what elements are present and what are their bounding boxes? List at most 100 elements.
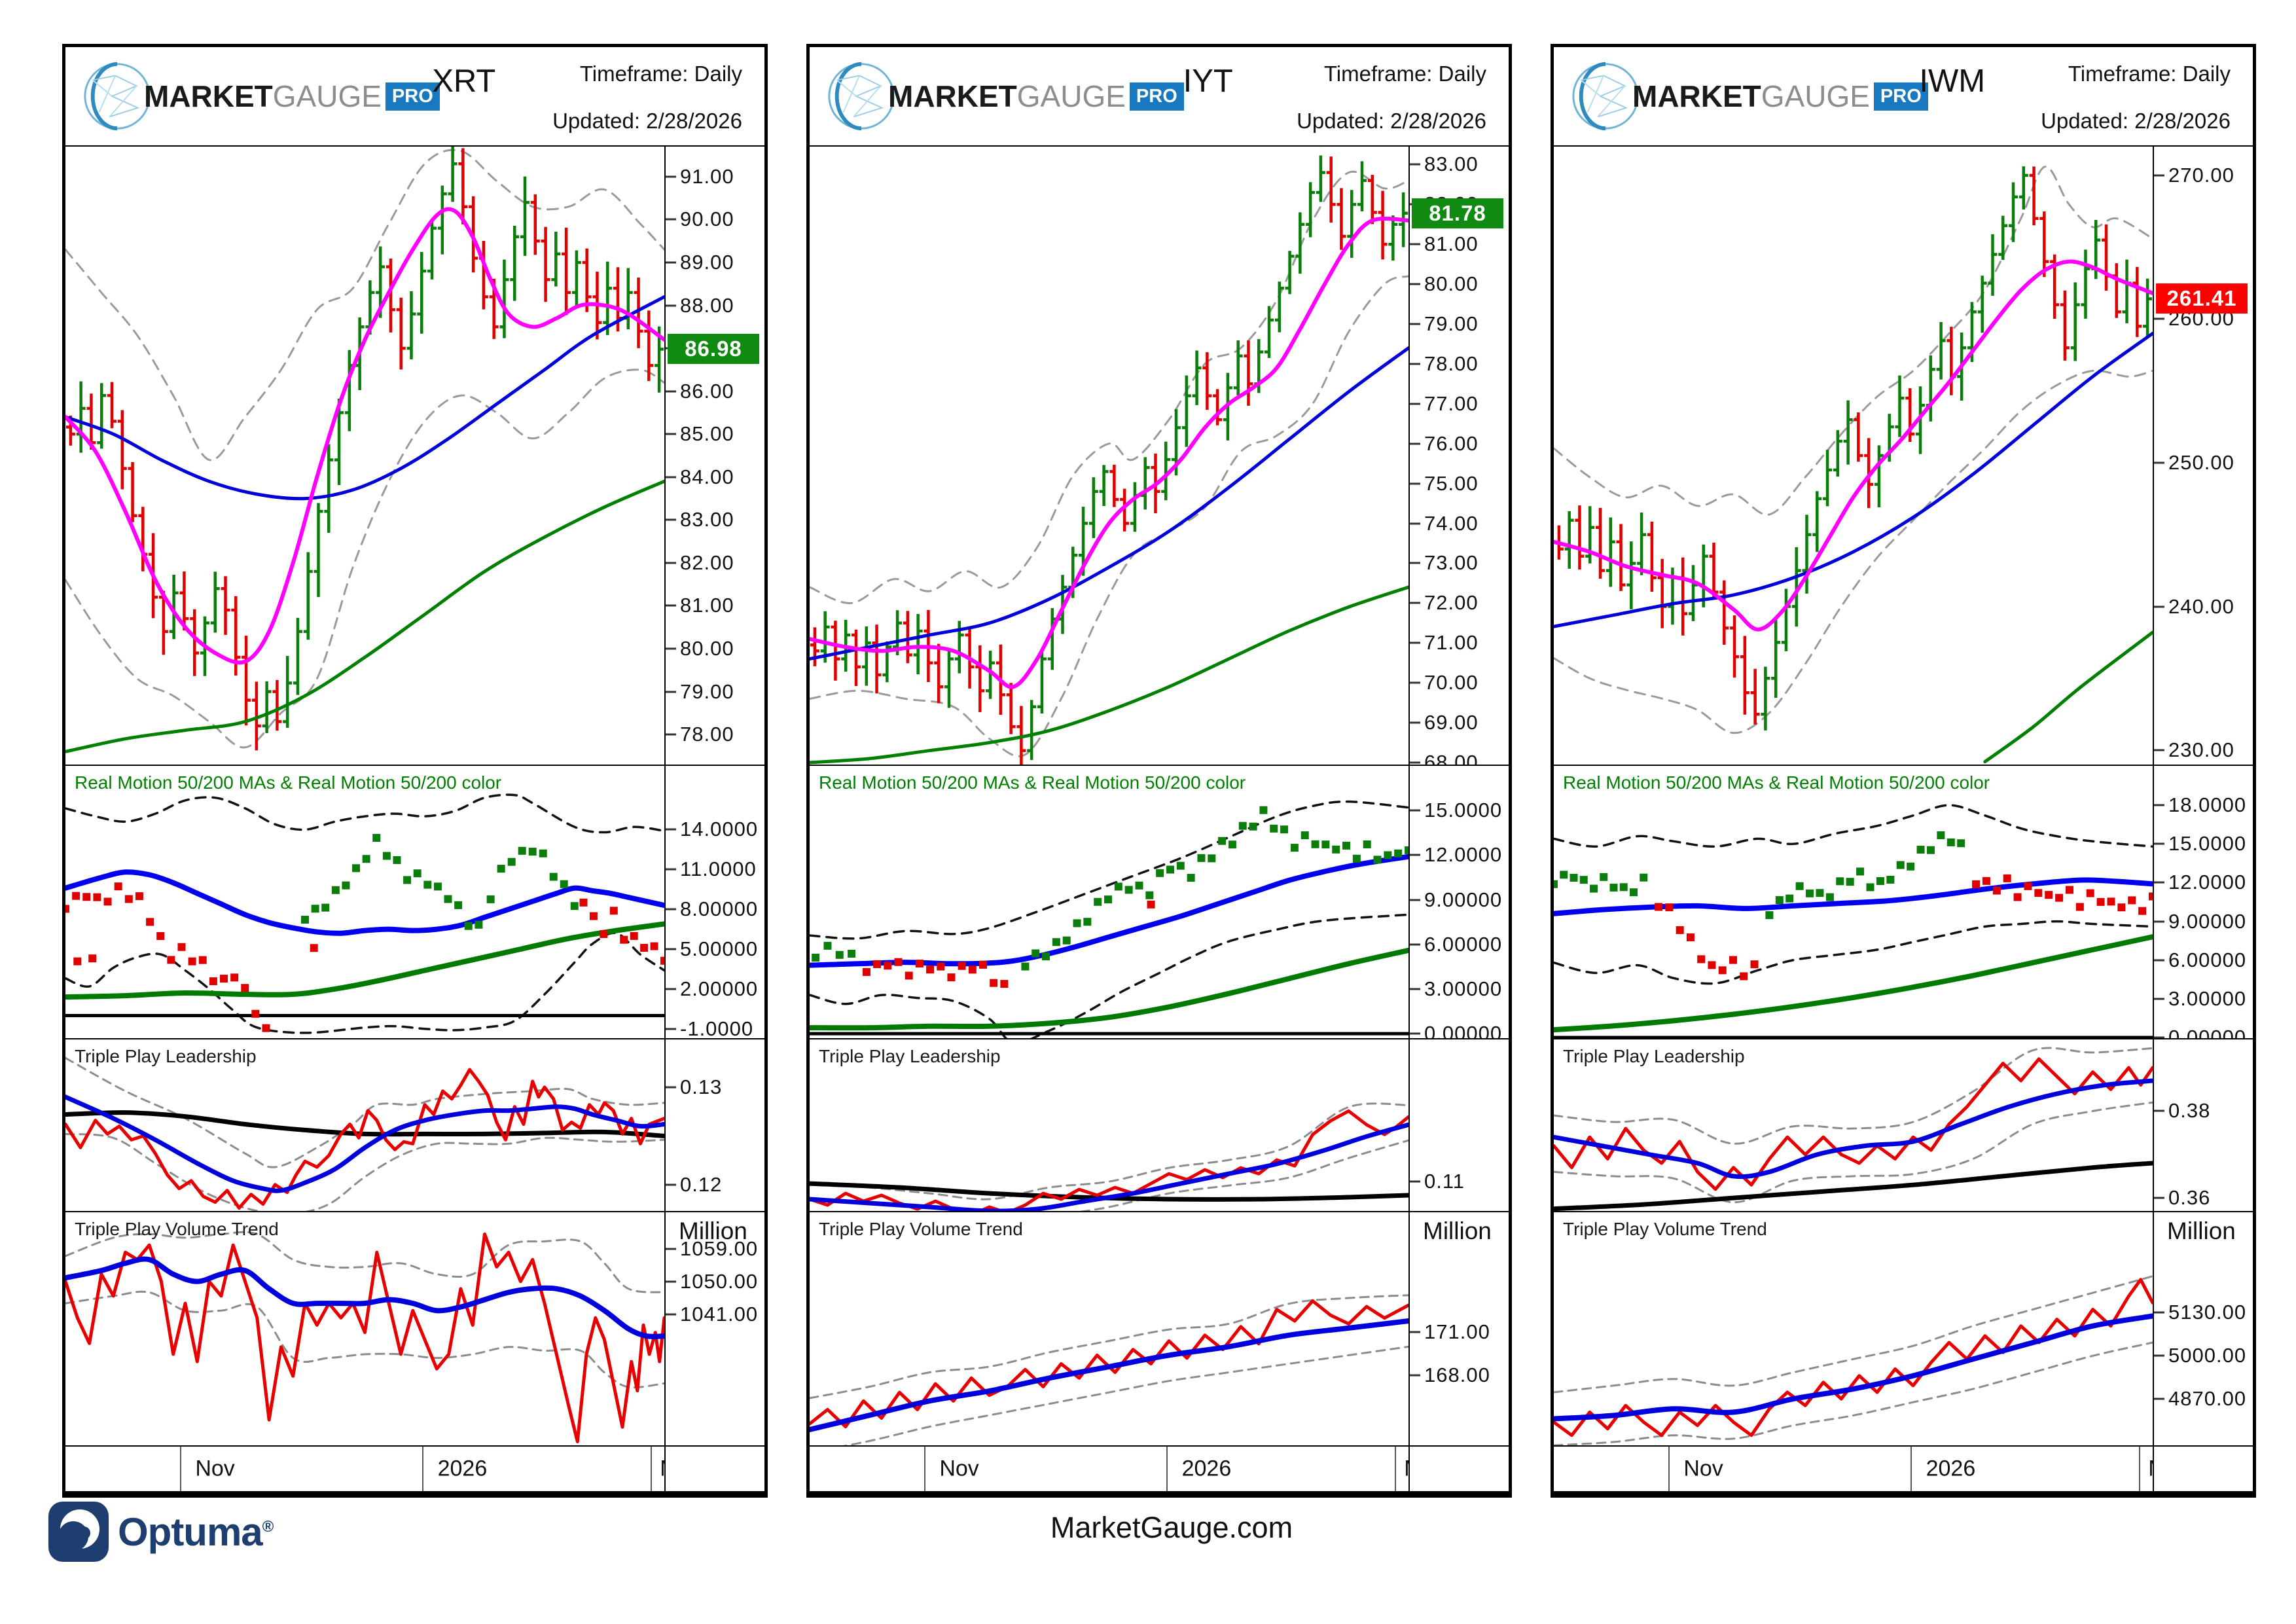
volume-canvas[interactable]: Triple Play Volume Trend bbox=[1554, 1212, 2153, 1445]
axis-tick bbox=[2154, 605, 2164, 607]
ohlc-bar bbox=[1823, 450, 1833, 507]
axis-tick bbox=[666, 868, 676, 871]
real-motion-dot bbox=[1311, 840, 1319, 848]
ohlc-bar bbox=[303, 552, 313, 640]
price-chart-canvas[interactable] bbox=[810, 147, 1408, 765]
real-motion-dot bbox=[1665, 903, 1674, 912]
axis-tick bbox=[2154, 842, 2164, 845]
axis-tick-label: 8.00000 bbox=[680, 897, 759, 921]
ohlc-bar bbox=[603, 261, 613, 335]
real-motion-canvas[interactable]: Real Motion 50/200 MAs & Real Motion 50/… bbox=[1554, 766, 2153, 1038]
real-motion-canvas[interactable]: Real Motion 50/200 MAs & Real Motion 50/… bbox=[65, 766, 664, 1038]
real-motion-dot bbox=[2013, 893, 2022, 901]
real-motion-dot bbox=[177, 943, 186, 951]
axis-tick bbox=[1410, 283, 1420, 285]
real-motion-dot bbox=[72, 892, 81, 900]
leadership-canvas[interactable]: Triple Play Leadership bbox=[65, 1039, 664, 1211]
ohlc-bar bbox=[2018, 166, 2028, 210]
real-motion-dot bbox=[1957, 839, 1965, 848]
real-motion-dot bbox=[1042, 952, 1050, 961]
ohlc-bar bbox=[179, 571, 189, 631]
axis-tick-label: 9.00000 bbox=[1424, 888, 1503, 911]
marketgauge-logo: MARKET GAUGE PRO bbox=[80, 55, 440, 137]
x-axis-label: Nov bbox=[1683, 1456, 1723, 1481]
real-motion-dot bbox=[600, 929, 608, 938]
real-motion-dot bbox=[1600, 873, 1608, 881]
axis-tick bbox=[2154, 959, 2164, 962]
leadership-axis: 0.13 0.12 bbox=[664, 1039, 764, 1211]
real-motion-dot bbox=[403, 876, 412, 884]
real-motion-dot bbox=[301, 916, 309, 924]
ohlc-bar bbox=[831, 621, 840, 681]
ohlc-bar bbox=[1006, 683, 1016, 734]
time-axis-cells: Nov 2026 Mar bbox=[810, 1447, 1408, 1491]
axis-tick-label: 5130.00 bbox=[2168, 1301, 2247, 1324]
real-motion-dot bbox=[1836, 877, 1844, 886]
real-motion-dot bbox=[1609, 883, 1618, 892]
volume-canvas[interactable]: Triple Play Volume Trend bbox=[810, 1212, 1408, 1445]
real-motion-dot bbox=[393, 856, 401, 864]
ohlc-bar bbox=[1802, 514, 1812, 594]
chart-panel-iwm: MARKET GAUGE PRO IWM Timeframe: Daily Upda… bbox=[1551, 44, 2256, 1498]
real-motion-dot bbox=[372, 834, 381, 842]
ohlc-bar bbox=[2111, 263, 2121, 318]
axis-tick-label: 86.00 bbox=[680, 379, 734, 403]
axis-tick-label: 4870.00 bbox=[2168, 1387, 2247, 1411]
real-motion-dot bbox=[528, 848, 537, 856]
axis-tick bbox=[666, 1313, 676, 1316]
price-chart-canvas[interactable] bbox=[65, 147, 664, 765]
ohlc-bar bbox=[1740, 636, 1749, 715]
header-meta: Timeframe: Daily Updated: 2/28/2026 bbox=[2041, 62, 2231, 134]
time-axis: Nov 2026 Mar bbox=[65, 1445, 764, 1491]
optuma-wordmark: Optuma® bbox=[118, 1509, 274, 1554]
month-separator bbox=[924, 1447, 925, 1491]
axis-tick bbox=[2154, 317, 2164, 320]
axis-tick-label: 76.00 bbox=[1424, 431, 1479, 455]
real-motion-dot bbox=[1765, 911, 1774, 920]
updated-label: Updated: 2/28/2026 bbox=[2041, 109, 2231, 133]
real-motion-dot bbox=[486, 895, 495, 903]
leadership-canvas[interactable]: Triple Play Leadership bbox=[810, 1039, 1408, 1211]
real-motion-dot bbox=[1052, 938, 1060, 947]
axis-tick-label: 68.00 bbox=[1424, 750, 1479, 765]
axis-tick bbox=[1410, 163, 1420, 166]
axis-tick bbox=[666, 1086, 676, 1089]
ohlc-bar bbox=[1750, 668, 1760, 725]
axis-tick-label: 18.0000 bbox=[2168, 793, 2247, 817]
ohlc-bar bbox=[293, 617, 302, 695]
ohlc-bar bbox=[221, 576, 230, 635]
axis-tick-label: 15.0000 bbox=[2168, 832, 2247, 856]
real-motion-dot bbox=[262, 1024, 270, 1032]
real-motion-dot bbox=[862, 967, 870, 976]
real-motion-canvas[interactable]: Real Motion 50/200 MAs & Real Motion 50/… bbox=[810, 766, 1408, 1038]
axis-tick bbox=[1410, 761, 1420, 764]
updated-label: Updated: 2/28/2026 bbox=[552, 109, 742, 133]
header-meta: Timeframe: Daily Updated: 2/28/2026 bbox=[552, 62, 742, 134]
price-chart-canvas[interactable] bbox=[1554, 147, 2153, 765]
ohlc-bar bbox=[1595, 507, 1605, 579]
real-motion-dot bbox=[2034, 889, 2043, 897]
real-motion-dot bbox=[1554, 880, 1558, 888]
axis-tick bbox=[2154, 920, 2164, 923]
ohlc-bar bbox=[944, 650, 954, 708]
real-motion-dot bbox=[1926, 846, 1935, 854]
logo-market: MARKET bbox=[144, 79, 273, 113]
ticker-symbol: XRT bbox=[432, 63, 496, 99]
axis-tick bbox=[1410, 943, 1420, 946]
real-motion-dot bbox=[650, 942, 658, 950]
axis-tick-label: 0.12 bbox=[680, 1172, 723, 1196]
real-motion-dot bbox=[1259, 806, 1268, 814]
real-motion-dot bbox=[114, 882, 122, 891]
ohlc-bar bbox=[2060, 290, 2070, 361]
volume-title: Triple Play Volume Trend bbox=[75, 1219, 279, 1239]
volume-canvas[interactable]: Triple Play Volume Trend bbox=[65, 1212, 664, 1445]
real-motion-dot bbox=[1114, 882, 1122, 891]
volume-axis: Million 5130.00 5000.00 4870.00 bbox=[2153, 1212, 2253, 1445]
leadership-canvas[interactable]: Triple Play Leadership bbox=[1554, 1039, 2153, 1211]
real-motion-dot bbox=[990, 979, 998, 987]
real-motion-dot bbox=[73, 957, 82, 965]
axis-tick bbox=[666, 476, 676, 478]
axis-tick-label: 0.11 bbox=[1424, 1170, 1465, 1193]
ohlc-bar bbox=[582, 248, 592, 312]
